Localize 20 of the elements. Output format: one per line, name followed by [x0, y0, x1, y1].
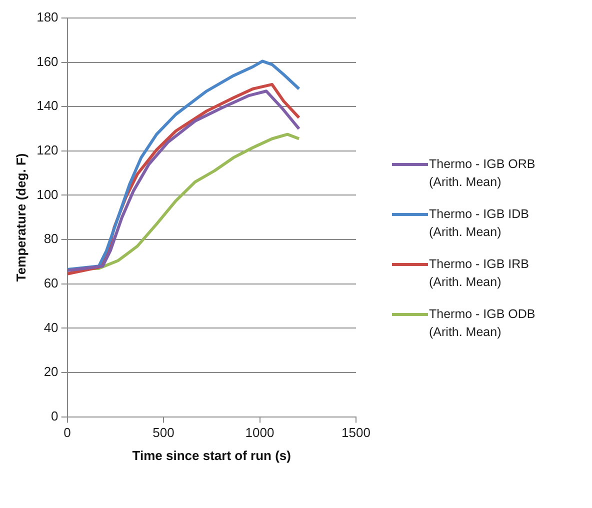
- legend-label: Thermo - IGB IDB (Arith. Mean): [429, 206, 530, 241]
- legend-label: Thermo - IGB ODB (Arith. Mean): [429, 306, 536, 341]
- x-tick-label: 1000: [245, 425, 274, 440]
- y-axis-title: Temperature (deg. F): [13, 153, 28, 282]
- x-axis-title: Time since start of run (s): [132, 448, 291, 463]
- y-tick-label: 40: [44, 320, 58, 335]
- x-tick-label: 500: [152, 425, 174, 440]
- y-tick-label: 0: [51, 408, 58, 424]
- y-tick-label: 140: [36, 98, 58, 114]
- legend-label: Thermo - IGB IRB (Arith. Mean): [429, 256, 530, 291]
- y-tick-label: 60: [44, 275, 58, 290]
- y-tick-label: 80: [44, 231, 58, 246]
- y-tick-label: 120: [36, 142, 58, 158]
- y-tick-label: 100: [36, 186, 58, 202]
- x-tick-label: 1500: [342, 425, 370, 440]
- x-tick-label: 0: [64, 425, 71, 440]
- y-tick-label: 180: [36, 10, 58, 25]
- legend-label: Thermo - IGB ORB (Arith. Mean): [429, 156, 536, 191]
- y-tick-label: 160: [36, 54, 58, 69]
- y-tick-label: 20: [44, 364, 58, 380]
